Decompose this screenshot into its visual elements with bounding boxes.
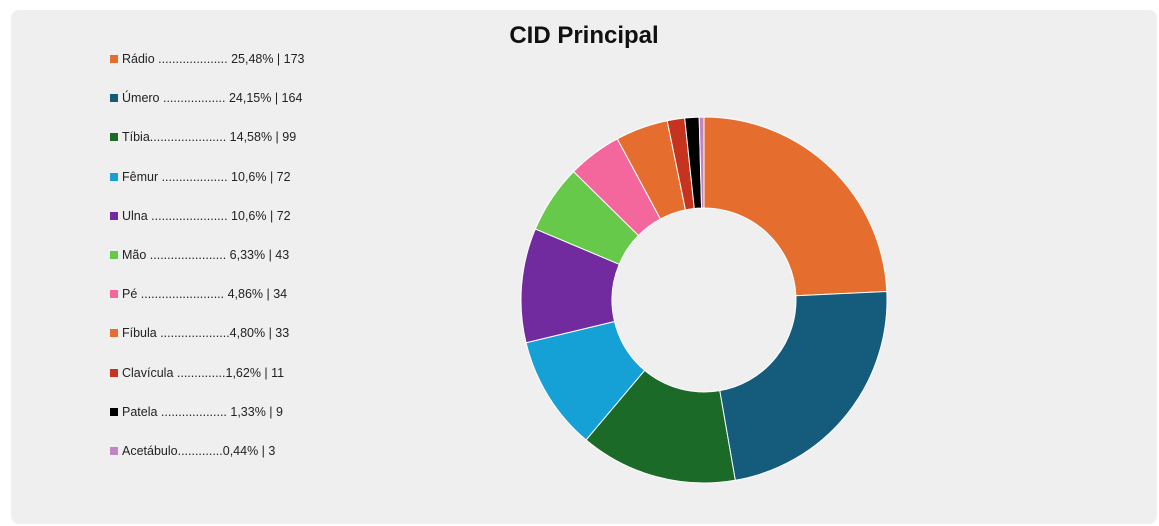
legend-label: Fíbula ....................4,80% | 33	[122, 326, 290, 341]
legend-label: Tíbia...................... 14,58% | 99	[122, 130, 297, 145]
legend-swatch	[110, 407, 118, 416]
legend-label: Ulna ...................... 10,6% | 72	[122, 208, 291, 223]
legend-label: Rádio .................... 25,48% | 173	[122, 52, 305, 66]
legend-swatch	[110, 368, 118, 377]
legend-swatch	[110, 329, 118, 338]
chart-title: CID Principal	[509, 22, 659, 49]
legend-swatch	[110, 94, 118, 103]
legend-swatch	[110, 55, 118, 63]
legend-label: Pé ........................ 4,86% | 34	[122, 287, 288, 302]
legend-swatch	[110, 446, 118, 455]
legend-swatch	[110, 172, 118, 181]
legend-item-radio: Rádio .................... 25,48% | 173	[110, 50, 440, 89]
legend-item-pe: Pé ........................ 4,86% | 34	[110, 285, 440, 324]
legend-label: Fêmur ................... 10,6% | 72	[122, 169, 291, 184]
legend-item-femur: Fêmur ................... 10,6% | 72	[110, 168, 440, 207]
legend-label: Patela ................... 1,33% | 9	[122, 404, 283, 419]
legend-swatch	[110, 290, 118, 299]
chart-legend: Rádio .................... 25,48% | 173 …	[110, 50, 440, 481]
donut-slice-acetabulo	[698, 116, 705, 209]
legend-swatch	[110, 250, 118, 259]
legend-item-patela: Patela ................... 1,33% | 9	[110, 403, 440, 442]
legend-item-clavicula: Clavícula ..............1,62% | 11	[110, 364, 440, 403]
legend-item-tibia: Tíbia...................... 14,58% | 99	[110, 128, 440, 167]
legend-label: Úmero .................. 24,15% | 164	[122, 91, 303, 106]
legend-item-acetabulo: Acetábulo.............0,44% | 3	[110, 442, 440, 481]
legend-swatch	[110, 133, 118, 142]
legend-swatch	[110, 211, 118, 220]
legend-item-fibula: Fíbula ....................4,80% | 33	[110, 324, 440, 363]
legend-item-ulna: Ulna ...................... 10,6% | 72	[110, 207, 440, 246]
legend-label: Mão ...................... 6,33% | 43	[122, 247, 290, 262]
legend-item-mao: Mão ...................... 6,33% | 43	[110, 246, 440, 285]
legend-label: Clavícula ..............1,62% | 11	[122, 365, 285, 380]
legend-item-umero: Úmero .................. 24,15% | 164	[110, 89, 440, 128]
donut-slice-radio	[703, 116, 888, 297]
donut-slice-umero	[719, 291, 888, 481]
legend-label: Acetábulo.............0,44% | 3	[122, 443, 276, 458]
